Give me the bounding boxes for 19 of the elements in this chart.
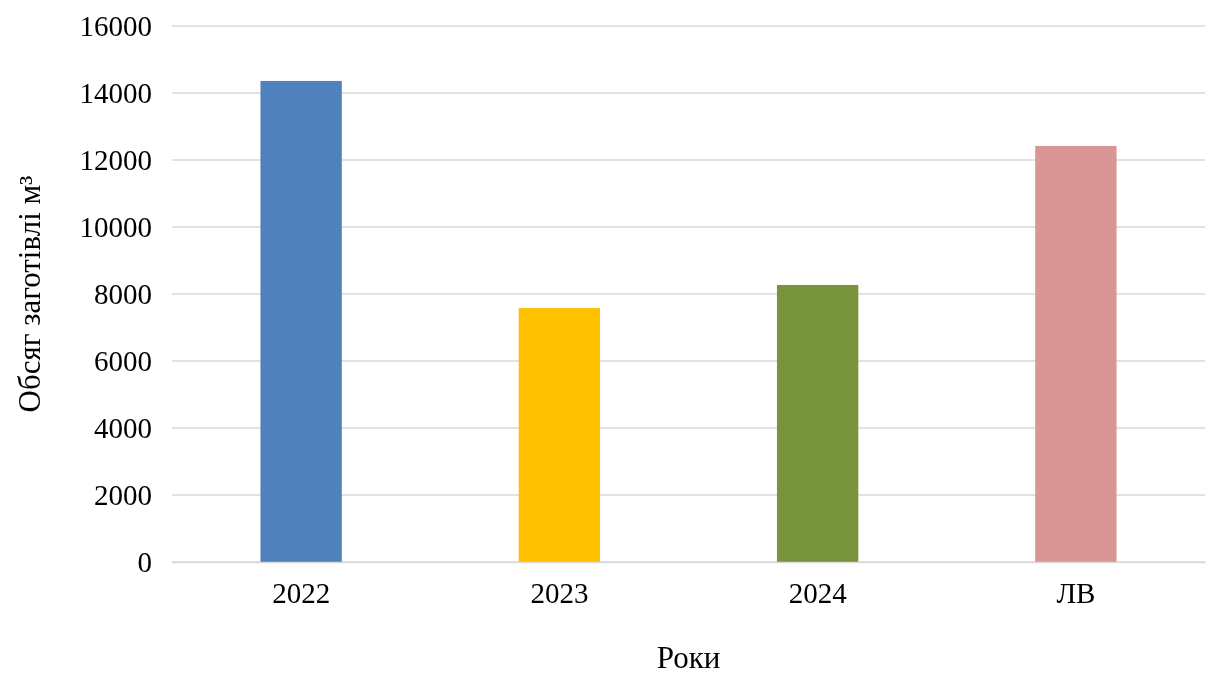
y-tick-label: 4000 (94, 411, 152, 444)
y-tick-label: 6000 (94, 344, 152, 377)
y-tick-label: 14000 (79, 76, 152, 109)
y-tick-label: 10000 (79, 210, 152, 243)
y-tick-label: 0 (137, 545, 152, 578)
y-axis-title: Обсяг заготівлі м³ (12, 175, 47, 413)
x-tick-label: 2023 (530, 576, 589, 609)
bar (776, 284, 859, 562)
x-tick-label: 2024 (788, 576, 848, 609)
y-tick-label: 16000 (79, 9, 152, 42)
y-tick-label: 8000 (94, 277, 152, 310)
bar (518, 308, 601, 562)
x-axis-title: Роки (656, 640, 721, 673)
y-tick-label: 12000 (79, 143, 152, 176)
bar (1035, 145, 1117, 562)
y-tick-label: 2000 (94, 478, 152, 511)
x-tick-label: 2022 (272, 576, 331, 609)
x-tick-label: ЛВ (1056, 576, 1096, 609)
bar (260, 80, 342, 562)
